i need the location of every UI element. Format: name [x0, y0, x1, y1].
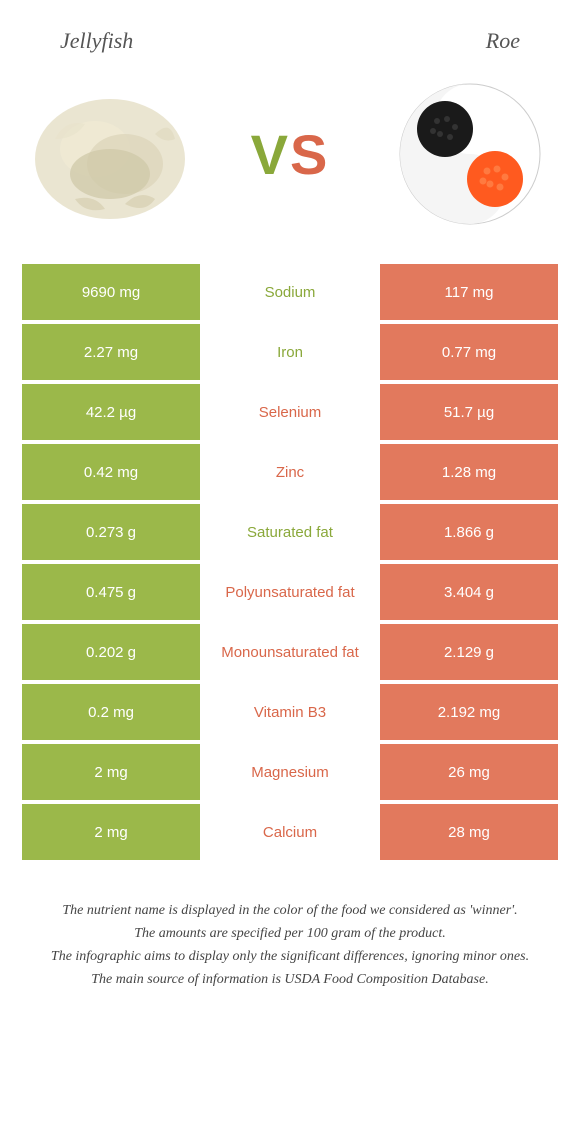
footer-line-2: The amounts are specified per 100 gram o… [22, 923, 558, 944]
cell-nutrient: Iron [200, 324, 380, 380]
cell-nutrient: Vitamin B3 [200, 684, 380, 740]
cell-left: 0.42 mg [22, 444, 200, 500]
cell-right: 26 mg [380, 744, 558, 800]
table-row: 0.475 gPolyunsaturated fat3.404 g [22, 564, 558, 620]
cell-right: 117 mg [380, 264, 558, 320]
table-row: 0.202 gMonounsaturated fat2.129 g [22, 624, 558, 680]
cell-nutrient: Sodium [200, 264, 380, 320]
cell-nutrient: Magnesium [200, 744, 380, 800]
cell-right: 3.404 g [380, 564, 558, 620]
vs-label: VS [251, 122, 330, 187]
cell-nutrient: Polyunsaturated fat [200, 564, 380, 620]
table-row: 2 mgMagnesium26 mg [22, 744, 558, 800]
footer-line-4: The main source of information is USDA F… [22, 969, 558, 990]
images-row: VS [0, 64, 580, 254]
jellyfish-image [20, 74, 200, 234]
cell-right: 51.7 µg [380, 384, 558, 440]
cell-nutrient: Zinc [200, 444, 380, 500]
cell-nutrient: Selenium [200, 384, 380, 440]
cell-nutrient: Saturated fat [200, 504, 380, 560]
table-row: 0.2 mgVitamin B32.192 mg [22, 684, 558, 740]
cell-left: 0.202 g [22, 624, 200, 680]
cell-left: 0.475 g [22, 564, 200, 620]
header: Jellyfish Roe [0, 0, 580, 64]
cell-left: 0.273 g [22, 504, 200, 560]
cell-left: 9690 mg [22, 264, 200, 320]
footer-line-3: The infographic aims to display only the… [22, 946, 558, 967]
table-row: 9690 mgSodium117 mg [22, 264, 558, 320]
cell-right: 1.28 mg [380, 444, 558, 500]
cell-right: 0.77 mg [380, 324, 558, 380]
table-row: 0.42 mgZinc1.28 mg [22, 444, 558, 500]
table-row: 42.2 µgSelenium51.7 µg [22, 384, 558, 440]
cell-nutrient: Monounsaturated fat [200, 624, 380, 680]
cell-right: 28 mg [380, 804, 558, 860]
cell-left: 2.27 mg [22, 324, 200, 380]
vs-s: S [290, 123, 329, 186]
cell-left: 0.2 mg [22, 684, 200, 740]
table-row: 2 mgCalcium28 mg [22, 804, 558, 860]
cell-nutrient: Calcium [200, 804, 380, 860]
cell-right: 1.866 g [380, 504, 558, 560]
footer-notes: The nutrient name is displayed in the co… [22, 900, 558, 990]
roe-image [380, 74, 560, 234]
vs-v: V [251, 123, 290, 186]
table-row: 0.273 gSaturated fat1.866 g [22, 504, 558, 560]
cell-right: 2.129 g [380, 624, 558, 680]
cell-left: 42.2 µg [22, 384, 200, 440]
cell-left: 2 mg [22, 804, 200, 860]
footer-line-1: The nutrient name is displayed in the co… [22, 900, 558, 921]
title-right: Roe [486, 28, 520, 54]
cell-right: 2.192 mg [380, 684, 558, 740]
title-left: Jellyfish [60, 28, 133, 54]
comparison-table: 9690 mgSodium117 mg2.27 mgIron0.77 mg42.… [22, 264, 558, 860]
table-row: 2.27 mgIron0.77 mg [22, 324, 558, 380]
cell-left: 2 mg [22, 744, 200, 800]
